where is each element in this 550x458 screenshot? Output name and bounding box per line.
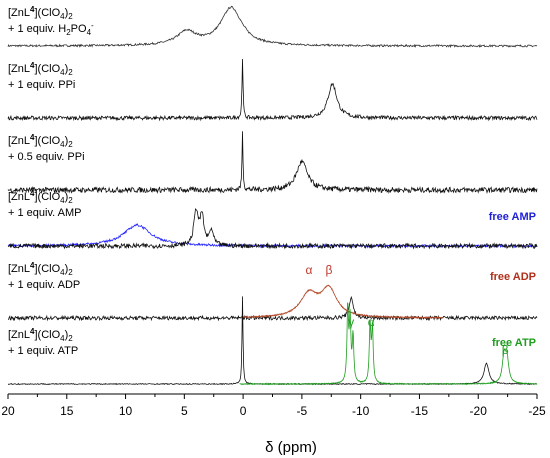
trace-label: [ZnL4](ClO4)2 + 1 equiv. ADP	[8, 261, 80, 291]
spectrum-series-line	[7, 223, 538, 249]
complex-label: [ZnL4](ClO4)2	[8, 61, 73, 77]
spectrum-trace	[7, 131, 538, 195]
trace-label: [ZnL4](ClO4)2+ 1 equiv. H2PO4-	[8, 5, 94, 37]
additive-label: + 1 equiv. ADP	[8, 279, 80, 291]
trace-label: [ZnL4](ClO4)2 + 1 equiv. ATP	[8, 327, 78, 357]
additive-label: + 1 equiv. H2PO4-	[8, 21, 94, 37]
complex-label: [ZnL4](ClO4)2	[8, 189, 73, 205]
additive-label: + 1 equiv. PPi	[8, 79, 75, 91]
x-tick-label: -10	[352, 404, 370, 418]
trace-labels-layer: [ZnL4](ClO4)2+ 1 equiv. H2PO4-[ZnL4](ClO…	[8, 5, 536, 357]
spectrum-trace	[8, 284, 538, 322]
peak-label: α	[305, 263, 312, 277]
trace-label: [ZnL4](ClO4)2 + 1 equiv. AMP	[8, 189, 81, 219]
x-tick-label: 15	[60, 404, 74, 418]
x-axis: 20 15 10 5 0 -5 -10 -15 -20 -25	[1, 393, 546, 418]
x-axis-label: δ (ppm)	[265, 439, 317, 456]
trace-label: [ZnL4](ClO4)2 + 1 equiv. PPi	[8, 61, 75, 91]
x-tick-label: 10	[119, 404, 133, 418]
spectrum-series-line	[239, 302, 538, 386]
peak-label: β	[502, 343, 509, 357]
spectrum-trace	[7, 296, 538, 386]
peak-label: α	[368, 315, 375, 329]
spectrum-series-line	[8, 295, 538, 322]
x-tick-label: -20	[470, 404, 488, 418]
complex-label: [ZnL4](ClO4)2	[8, 261, 73, 277]
spectrum-series-line	[7, 5, 538, 49]
complex-label: [ZnL4](ClO4)2	[8, 5, 73, 21]
x-tick-label: 20	[1, 404, 15, 418]
complex-label: [ZnL4](ClO4)2	[8, 327, 73, 343]
free-ligand-label: free ADP	[490, 271, 536, 283]
spectrum-trace	[7, 5, 538, 49]
spectrum-series-line	[240, 284, 444, 320]
spectrum-series-line	[7, 131, 538, 195]
x-tick-label: 5	[181, 404, 188, 418]
trace-label: [ZnL4](ClO4)2 + 0.5 equiv. PPi	[8, 133, 85, 163]
x-tick-label: -15	[411, 404, 429, 418]
spectrum-series-line	[7, 208, 538, 250]
spectrum-trace	[7, 58, 538, 122]
spectrum-trace	[7, 208, 538, 250]
additive-label: + 1 equiv. ATP	[8, 345, 78, 357]
additive-label: + 0.5 equiv. PPi	[8, 151, 85, 163]
x-tick-label: -25	[528, 404, 546, 418]
spectrum-series-line	[7, 296, 538, 386]
additive-label: + 1 equiv. AMP	[8, 207, 81, 219]
peak-label: β	[325, 263, 332, 277]
free-ligand-label: free AMP	[489, 211, 536, 223]
complex-label: [ZnL4](ClO4)2	[8, 133, 73, 149]
spectrum-series-line	[7, 58, 538, 122]
x-tick-label: -5	[297, 404, 308, 418]
peak-label: γ	[348, 315, 354, 329]
x-tick-label: 0	[240, 404, 247, 418]
spectra-layer	[7, 5, 538, 386]
free-ligand-label: free ATP	[492, 337, 536, 349]
